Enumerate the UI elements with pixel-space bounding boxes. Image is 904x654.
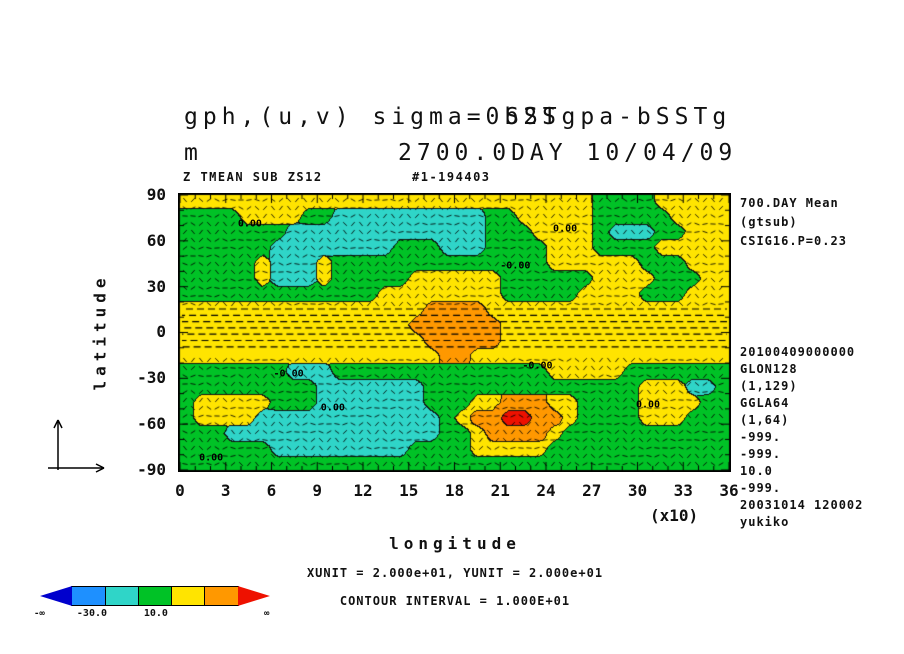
side-note-line: GGLA64 xyxy=(740,396,790,410)
x-tick-label: 36 xyxy=(719,481,739,500)
colorbar-left-end-label: -∞ xyxy=(34,609,45,619)
colorbar-segment xyxy=(237,586,270,606)
side-note-line: 700.DAY Mean xyxy=(740,196,839,210)
side-note-line: yukiko xyxy=(740,515,790,529)
x-tick-label: 9 xyxy=(312,481,323,500)
colorbar-segment xyxy=(40,586,73,606)
y-axis-title: latitude xyxy=(90,273,110,391)
y-tick-label: 30 xyxy=(146,276,166,296)
footer-units-line: XUNIT = 2.000e+01, YUNIT = 2.000e+01 xyxy=(306,566,604,580)
x-tick-label: 27 xyxy=(582,481,602,500)
map-plot: 0.00 0.00 -0.00 -0.00 0.00 -0.00 0.00 0.00 xyxy=(178,193,731,472)
colorbar-segment xyxy=(137,586,173,606)
contour-value-label: -0.00 xyxy=(500,260,531,272)
contour-value-label: 0.00 xyxy=(636,399,661,411)
side-note-block-grid: 20100409000000 GLON128 (1,129) GGLA64 (1,64)… xyxy=(740,344,863,531)
y-tick-label: -90 xyxy=(137,459,166,479)
y-tick-label: -30 xyxy=(137,368,166,388)
colorbar: -30.0 10.0 -∞ ∞ xyxy=(34,586,270,619)
x-tick-label: 15 xyxy=(399,481,419,500)
x-tick-label: 30 xyxy=(627,481,648,500)
colorbar-segment xyxy=(204,586,239,606)
side-note-line: (1,129) xyxy=(740,379,798,393)
side-note-line: (gtsub) xyxy=(740,215,798,229)
subtitle-units: m xyxy=(184,140,203,166)
contour-field-canvas xyxy=(178,193,731,472)
side-note-block-run: 700.DAY Mean (gtsub) CSIG16.P=0.23 xyxy=(740,194,847,251)
y-tick-label: -60 xyxy=(137,414,166,434)
subtitle-time: 2700.0DAY 10/04/09 xyxy=(398,140,738,166)
colorbar-segment xyxy=(171,586,206,606)
contour-value-label: 0.00 xyxy=(553,223,578,235)
colorbar-tick-label: -30.0 xyxy=(76,608,108,619)
contour-value-label: -0.00 xyxy=(522,360,553,372)
side-note-line: 20031014 120002 xyxy=(740,498,864,512)
side-note-line: 20100409000000 xyxy=(740,345,856,359)
footer-contour-line: CONTOUR INTERVAL = 1.000E+01 xyxy=(339,594,571,608)
colorbar-right-end-label: ∞ xyxy=(264,609,270,619)
x-tick-label: 21 xyxy=(490,481,510,500)
x-tick-label: 33 xyxy=(673,481,693,500)
side-note-line: 10.0 xyxy=(740,464,773,478)
contour-value-label: 0.00 xyxy=(199,452,224,464)
contour-value-label: 0.00 xyxy=(320,402,345,414)
side-note-line: -999. xyxy=(740,447,782,461)
x-tick-label: 18 xyxy=(444,481,465,500)
colorbar-tick-label: 10.0 xyxy=(143,608,168,619)
x-tick-label: 3 xyxy=(220,481,231,500)
colorbar-segment xyxy=(104,586,139,606)
x-tick-label: 0 xyxy=(175,481,185,500)
x-tick-label: 6 xyxy=(266,481,277,500)
main-title-right: SSTgpa-bSSTg xyxy=(505,104,732,130)
contour-value-label: 0.00 xyxy=(237,218,262,230)
y-tick-label: 60 xyxy=(146,230,166,250)
colorbar-segment xyxy=(71,586,106,606)
y-tick-label: 90 xyxy=(146,185,166,204)
x-axis-title: longitude xyxy=(389,534,521,553)
main-title-left: gph,(u,v) sigma=0b2S xyxy=(184,104,561,130)
side-note-line: GLON128 xyxy=(740,362,798,376)
vector-scale-arrows-icon xyxy=(48,419,105,473)
contour-value-label: -0.00 xyxy=(273,368,304,380)
x-tick-label: 24 xyxy=(536,481,556,500)
side-note-line: (1,64) xyxy=(740,413,790,427)
y-tick-label: 0 xyxy=(156,322,166,342)
header-note-left: Z TMEAN SUB ZS12 xyxy=(183,170,323,184)
side-note-line: -999. xyxy=(740,481,782,495)
header-note-right: #1-194403 xyxy=(412,170,491,184)
x-scale-factor: (x10) xyxy=(650,506,699,525)
side-note-line: CSIG16.P=0.23 xyxy=(740,234,847,248)
side-note-line: -999. xyxy=(740,430,782,444)
x-tick-label: 12 xyxy=(353,481,373,500)
